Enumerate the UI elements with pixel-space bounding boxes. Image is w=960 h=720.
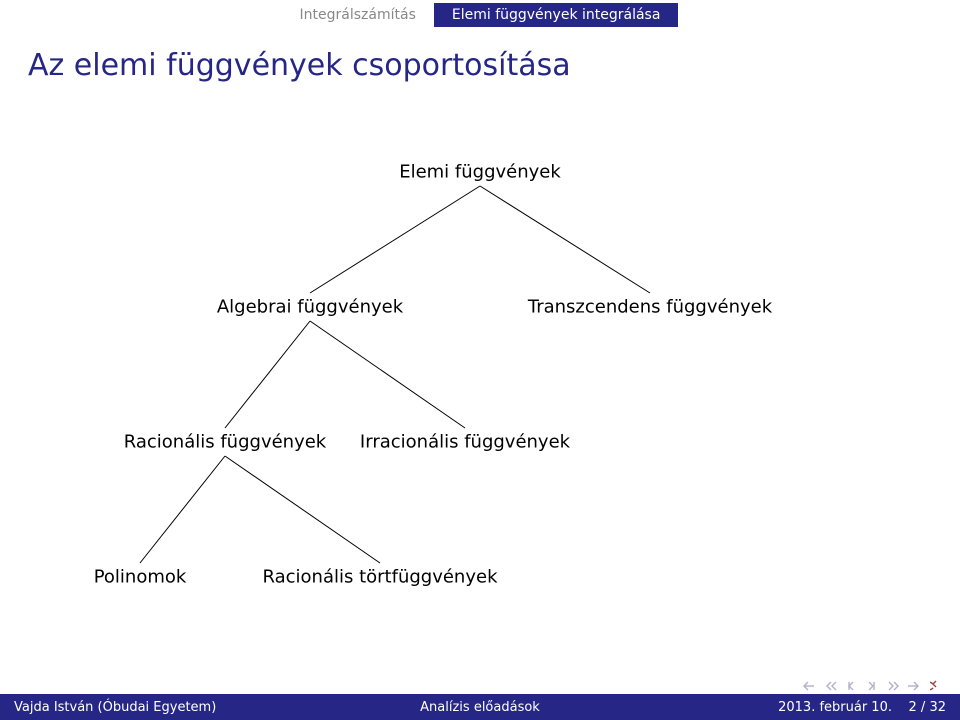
nav-next-section-icon[interactable] — [886, 680, 902, 692]
nav-back-icon[interactable] — [930, 680, 948, 692]
footer-bar: Vajda István (Óbudai Egyetem) Analízis e… — [0, 694, 960, 720]
slide: Integrálszámítás Elemi függvények integr… — [0, 0, 960, 720]
tree-edges — [0, 0, 960, 720]
tab-elemi-fuggvenyek-integralasa[interactable]: Elemi függvények integrálása — [434, 3, 679, 27]
tree-node-root: Elemi függvények — [399, 162, 561, 183]
footer-author: Vajda István (Óbudai Egyetem) — [14, 700, 216, 715]
beamer-nav-controls — [802, 680, 948, 692]
section-tabs: Integrálszámítás Elemi függvények integr… — [0, 0, 960, 30]
tree-node-trans: Transzcendens függvények — [528, 297, 772, 318]
tree-node-poly: Polinomok — [94, 567, 187, 588]
tree-node-tort: Racionális törtfüggvények — [262, 567, 497, 588]
tab-integralszamitas[interactable]: Integrálszámítás — [282, 3, 434, 27]
tree-node-irr: Irracionális függvények — [360, 432, 570, 453]
footer-date: 2013. február 10. — [778, 700, 892, 715]
nav-prev-section-icon[interactable] — [824, 680, 840, 692]
tree-node-rac: Racionális függvények — [124, 432, 326, 453]
footer-page: 2 / 32 — [909, 700, 946, 715]
nav-last-icon[interactable] — [908, 680, 924, 692]
page-title: Az elemi függvények csoportosítása — [28, 48, 571, 83]
tree-node-alg: Algebrai függvények — [217, 297, 403, 318]
nav-first-icon[interactable] — [802, 680, 818, 692]
nav-next-icon[interactable] — [866, 680, 880, 692]
nav-prev-icon[interactable] — [846, 680, 860, 692]
